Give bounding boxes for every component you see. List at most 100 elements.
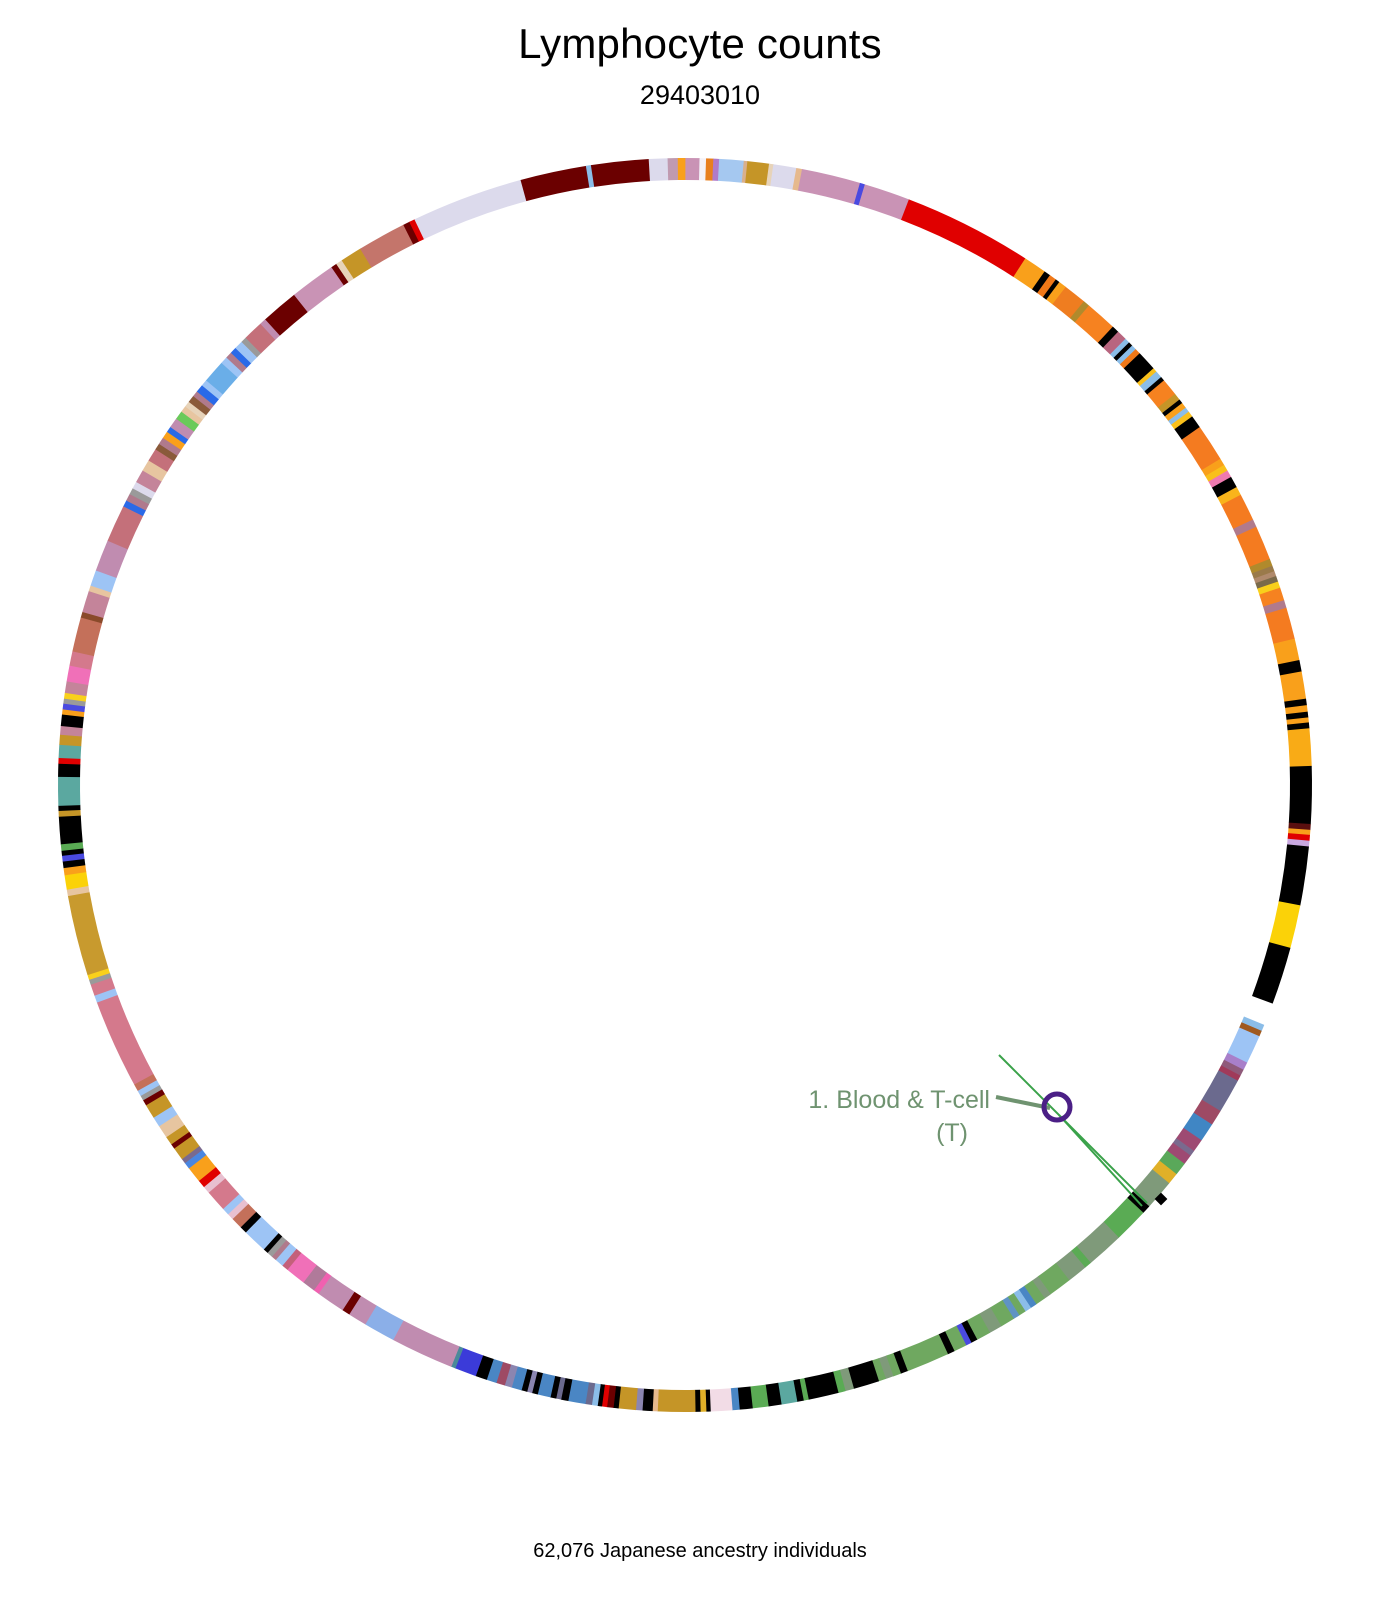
ring-segment	[450, 1346, 464, 1369]
ring-segment	[1076, 1221, 1119, 1264]
ring-segment	[847, 1360, 880, 1389]
ring-segment	[140, 1084, 163, 1101]
ring-segment	[58, 763, 81, 778]
ring-segment	[520, 165, 590, 202]
ring-segment	[717, 158, 745, 183]
ring-segment	[1223, 1052, 1248, 1071]
ring-segment	[1269, 901, 1301, 949]
ring-segment	[1069, 301, 1090, 323]
ring-segment	[694, 1389, 701, 1412]
ring-segment	[597, 1384, 605, 1407]
ring-segment	[961, 1320, 978, 1343]
ring-segment	[1037, 275, 1057, 298]
ring-segment	[1171, 411, 1193, 430]
ring-segment	[635, 1388, 645, 1411]
ring-segment	[1052, 286, 1085, 319]
ring-segment	[126, 493, 150, 511]
ring-segment	[1152, 1160, 1177, 1184]
ring-segment	[1263, 600, 1287, 615]
ring-segment	[944, 1325, 967, 1352]
ring-segment	[341, 248, 372, 279]
ring-segment	[227, 1198, 249, 1220]
annotation-label-line2: (T)	[936, 1119, 968, 1147]
ring-segment	[1286, 722, 1310, 731]
ring-segment	[1037, 1262, 1070, 1295]
leader-line-inner	[1058, 1114, 1143, 1207]
highlight-locus-tick	[1154, 1192, 1168, 1206]
highlight-marker-circle[interactable]	[1041, 1091, 1073, 1123]
ring-segment	[403, 221, 420, 245]
ring-segment	[58, 815, 83, 845]
ring-segment	[107, 506, 144, 550]
ring-segment	[567, 1379, 589, 1405]
ring-segment	[63, 864, 87, 876]
ring-segment	[1103, 1197, 1144, 1238]
ring-segment	[1159, 1150, 1185, 1175]
ring-segment	[1074, 305, 1114, 344]
ring-segment	[705, 1389, 711, 1412]
ring-segment	[618, 1386, 638, 1411]
ring-segment	[1236, 526, 1270, 568]
ring-segment	[1239, 1022, 1262, 1037]
ring-segment	[185, 401, 207, 420]
ring-segment	[1018, 1285, 1037, 1309]
ring-segment	[585, 165, 595, 188]
ring-segment	[240, 1211, 262, 1233]
ring-segment	[590, 159, 651, 187]
ring-segment	[287, 1252, 317, 1283]
ring-segment	[1288, 765, 1312, 825]
ring-segment	[1172, 1138, 1195, 1156]
ring-segment	[1233, 519, 1257, 537]
ring-segment	[455, 1347, 484, 1377]
ring-segment	[145, 1093, 173, 1118]
ring-segment	[1220, 1059, 1244, 1076]
ring-segment	[1287, 838, 1310, 847]
ring-segment	[1162, 399, 1183, 417]
ring-segment	[226, 352, 247, 373]
ring-segment	[741, 160, 748, 184]
ring-segment	[171, 1131, 193, 1149]
ring-segment	[1277, 659, 1302, 676]
ring-segment	[58, 744, 82, 759]
ring-segment	[166, 426, 189, 445]
ring-segment	[90, 977, 116, 996]
ring-segment	[1102, 331, 1126, 355]
ring-segment	[765, 1382, 782, 1407]
ring-segment	[82, 590, 110, 619]
ring-segment	[61, 709, 85, 717]
ring-segment	[184, 1149, 207, 1169]
ring-segment	[1249, 558, 1273, 574]
ring-segment	[871, 1358, 886, 1382]
ring-segment	[1139, 371, 1162, 392]
ring-segment	[235, 341, 258, 364]
ring-segment	[263, 1232, 283, 1253]
ring-segment	[677, 158, 686, 181]
ring-segment	[1221, 494, 1254, 530]
ring-segment	[1285, 705, 1308, 715]
ring-segment	[1176, 1127, 1202, 1152]
ring-segment	[770, 164, 797, 190]
ring-segment	[839, 1367, 855, 1392]
ring-segment	[222, 1193, 245, 1215]
ring-segment	[1252, 942, 1291, 1004]
ring-segment	[1174, 416, 1200, 440]
ring-segment	[267, 1236, 287, 1257]
ring-segment	[1110, 338, 1130, 359]
ring-segment	[303, 1264, 327, 1291]
ring-segment	[96, 994, 154, 1085]
ring-segment	[956, 1323, 972, 1346]
label-connector	[995, 1095, 1051, 1110]
ring-segment	[496, 1361, 512, 1386]
ring-segment	[511, 1366, 528, 1391]
ring-segment	[1205, 464, 1228, 482]
ring-segment	[90, 570, 117, 593]
ring-segment	[475, 1355, 494, 1380]
ring-segment	[331, 263, 349, 286]
ring-segment	[66, 885, 90, 897]
ring-segment	[63, 692, 87, 702]
ring-segment	[57, 776, 81, 806]
ring-segment	[80, 611, 104, 624]
ring-segment	[1255, 575, 1279, 589]
ring-segment	[142, 460, 168, 482]
